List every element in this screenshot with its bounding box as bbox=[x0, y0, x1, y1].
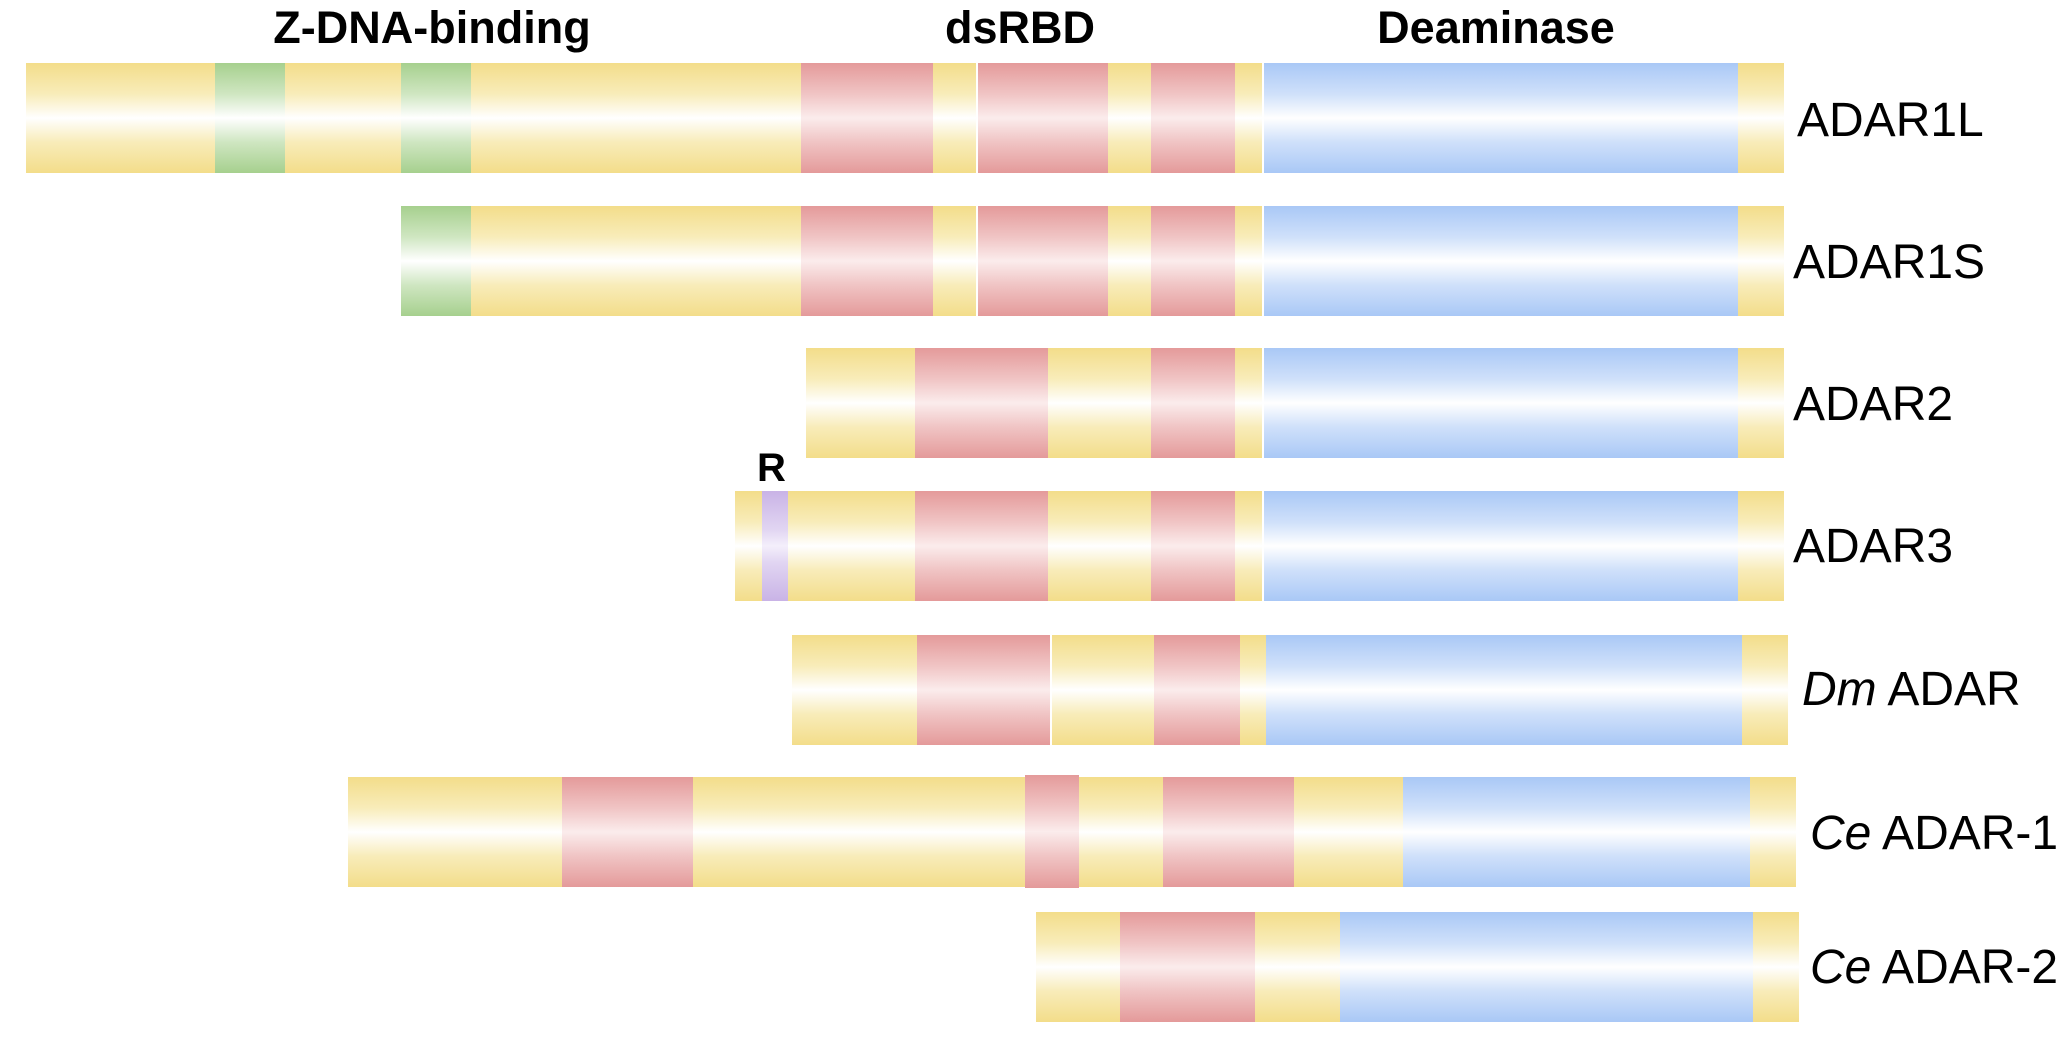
backbone-segment bbox=[1255, 912, 1340, 1022]
backbone-segment bbox=[1108, 63, 1151, 173]
deaminase-domain bbox=[1262, 348, 1738, 458]
dsrbd-domain bbox=[1151, 63, 1235, 173]
r-motif-domain bbox=[762, 491, 788, 601]
backbone-segment bbox=[1742, 635, 1788, 745]
deaminase-domain bbox=[1262, 63, 1738, 173]
backbone-segment bbox=[933, 206, 976, 316]
species-prefix: Ce bbox=[1810, 807, 1872, 860]
backbone-segment bbox=[1750, 777, 1796, 887]
backbone-segment bbox=[1294, 777, 1403, 887]
backbone-segment bbox=[1036, 912, 1120, 1022]
dsrbd-domain bbox=[1163, 777, 1294, 887]
z-dna-binding-domain bbox=[401, 63, 471, 173]
backbone-segment bbox=[1108, 206, 1151, 316]
dsrbd-domain bbox=[801, 206, 933, 316]
protein-name: ADAR-2 bbox=[1882, 941, 2059, 994]
backbone-segment bbox=[285, 63, 401, 173]
backbone-segment bbox=[1235, 348, 1262, 458]
dsrbd-domain bbox=[917, 635, 1050, 745]
dsrbd-domain bbox=[1151, 206, 1235, 316]
deaminase-domain bbox=[1266, 635, 1742, 745]
backbone-segment bbox=[1050, 635, 1154, 745]
dsrbd-domain bbox=[976, 206, 1108, 316]
z-dna-binding-domain bbox=[401, 206, 471, 316]
dsrbd-domain bbox=[801, 63, 933, 173]
deaminase-domain bbox=[1262, 206, 1738, 316]
protein-label: ADAR1S bbox=[1793, 235, 1985, 291]
header-z-dna-binding: Z-DNA-binding bbox=[273, 2, 591, 53]
backbone-segment bbox=[933, 63, 976, 173]
backbone-segment bbox=[1738, 491, 1784, 601]
protein-label: ADAR2 bbox=[1793, 377, 1953, 433]
backbone-segment bbox=[26, 63, 215, 173]
protein-name: ADAR1L bbox=[1797, 94, 1984, 147]
protein-label: Ce ADAR-1 bbox=[1810, 806, 2058, 862]
protein-label: Ce ADAR-2 bbox=[1810, 940, 2058, 996]
backbone-segment bbox=[1235, 491, 1262, 601]
backbone-segment bbox=[348, 777, 562, 887]
protein-name: ADAR2 bbox=[1793, 378, 1954, 431]
backbone-segment bbox=[1738, 63, 1784, 173]
backbone-segment bbox=[806, 348, 915, 458]
dsrbd-domain bbox=[1151, 348, 1235, 458]
dsrbd-domain bbox=[976, 63, 1108, 173]
backbone-segment bbox=[1753, 912, 1799, 1022]
backbone-segment bbox=[471, 206, 801, 316]
header-dsrbd: dsRBD bbox=[944, 2, 1096, 53]
backbone-segment bbox=[693, 777, 1025, 887]
protein-label: ADAR1L bbox=[1797, 93, 1984, 149]
backbone-segment bbox=[1738, 348, 1784, 458]
deaminase-domain bbox=[1403, 777, 1750, 887]
dsrbd-domain bbox=[1025, 775, 1079, 888]
header-deaminase: Deaminase bbox=[1377, 2, 1615, 53]
species-prefix: Ce bbox=[1810, 941, 1872, 994]
protein-name: ADAR1S bbox=[1793, 236, 1986, 289]
backbone-segment bbox=[735, 491, 762, 601]
backbone-segment bbox=[1738, 206, 1784, 316]
dsrbd-domain bbox=[1120, 912, 1255, 1022]
deaminase-domain bbox=[1262, 491, 1738, 601]
dsrbd-domain bbox=[562, 777, 693, 887]
species-prefix: Dm bbox=[1802, 663, 1877, 716]
backbone-segment bbox=[792, 635, 917, 745]
backbone-segment bbox=[788, 491, 915, 601]
dsrbd-domain bbox=[1154, 635, 1240, 745]
r-motif-label: R bbox=[757, 446, 786, 490]
z-dna-binding-domain bbox=[215, 63, 285, 173]
protein-label: Dm ADAR bbox=[1802, 662, 2021, 718]
deaminase-domain bbox=[1340, 912, 1753, 1022]
backbone-segment bbox=[1235, 206, 1262, 316]
backbone-segment bbox=[1235, 63, 1262, 173]
dsrbd-domain bbox=[915, 348, 1048, 458]
backbone-segment bbox=[1048, 348, 1151, 458]
protein-name: ADAR3 bbox=[1793, 520, 1954, 573]
protein-name: ADAR-1 bbox=[1882, 807, 2059, 860]
protein-label: ADAR3 bbox=[1793, 519, 1953, 575]
backbone-segment bbox=[471, 63, 801, 173]
backbone-segment bbox=[1048, 491, 1151, 601]
dsrbd-domain bbox=[1151, 491, 1235, 601]
dsrbd-domain bbox=[915, 491, 1048, 601]
backbone-segment bbox=[1079, 777, 1163, 887]
backbone-segment bbox=[1240, 635, 1266, 745]
protein-name: ADAR bbox=[1887, 663, 2021, 716]
